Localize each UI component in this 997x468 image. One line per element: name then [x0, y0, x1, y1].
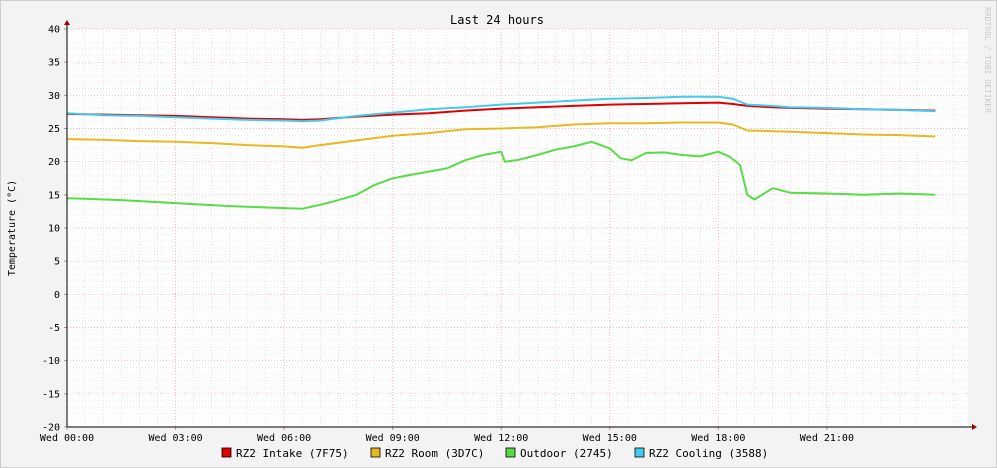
- y-tick-label: 20: [48, 157, 60, 168]
- rrdtool-watermark: RRDTOOL / TOBI OETIKER: [983, 7, 992, 113]
- legend-swatch: [634, 447, 645, 458]
- y-tick-label: 5: [54, 257, 60, 268]
- legend: RZ2 Intake (7F75) RZ2 Room (3D7C) Outdoor …: [221, 447, 768, 460]
- y-axis-arrow: [64, 20, 70, 25]
- y-tick-label: 25: [48, 124, 60, 135]
- y-tick-label: 30: [48, 91, 60, 102]
- major-grid: [64, 28, 968, 430]
- legend-label: RZ2 Intake (7F75): [236, 447, 349, 460]
- series-line-3: [66, 140, 936, 210]
- x-tick-label: Wed 09:00: [366, 433, 420, 444]
- legend-swatch: [221, 447, 232, 458]
- series-layer: [66, 95, 936, 210]
- x-axis-arrow: [972, 424, 977, 430]
- y-tick-label: -15: [42, 389, 60, 400]
- y-tick-label: -20: [42, 423, 60, 434]
- x-tick-label: Wed 15:00: [583, 433, 637, 444]
- legend-swatch: [505, 447, 516, 458]
- y-tick-label: -10: [42, 356, 60, 367]
- x-tick-label: Wed 03:00: [148, 433, 202, 444]
- series-line-2: [66, 121, 936, 149]
- x-tick-labels: Wed 00:00 Wed 03:00 Wed 06:00 Wed 09:00 Wed …: [40, 433, 854, 444]
- y-tick-label: 40: [48, 25, 60, 36]
- legend-label: RZ2 Cooling (3588): [649, 447, 768, 460]
- axes: [64, 20, 977, 430]
- x-tick-label: Wed 12:00: [474, 433, 528, 444]
- y-axis-label: Temperature (°C): [7, 180, 18, 276]
- x-tick-label: Wed 00:00: [40, 433, 94, 444]
- x-tick-label: Wed 06:00: [257, 433, 311, 444]
- series-line-4: [66, 95, 936, 123]
- y-tick-label: 15: [48, 190, 60, 201]
- chart-title: Last 24 hours: [450, 13, 544, 27]
- legend-label: RZ2 Room (3D7C): [385, 447, 484, 460]
- y-tick-label: 10: [48, 224, 60, 235]
- y-tick-label: -5: [48, 323, 60, 334]
- y-tick-label: 35: [48, 58, 60, 69]
- x-tick-label: Wed 18:00: [691, 433, 745, 444]
- y-tick-labels: 40 35 30 25 20 15 10 5 0 -5 -10 -15 -20: [42, 25, 60, 434]
- x-tick-label: Wed 21:00: [800, 433, 854, 444]
- legend-swatch: [370, 447, 381, 458]
- y-tick-label: 0: [54, 290, 60, 301]
- legend-label: Outdoor (2745): [520, 447, 613, 460]
